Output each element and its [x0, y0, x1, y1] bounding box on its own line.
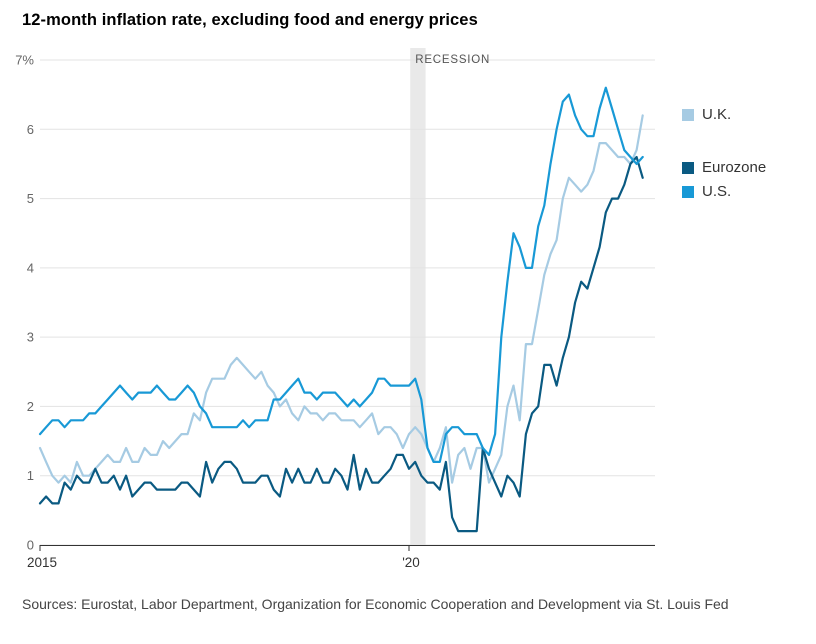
- uk-series-swatch: [682, 108, 694, 121]
- inflation-line-chart: 0 1 2 3 4 5 6 7% RECESSION 2015 '20: [15, 48, 655, 570]
- svg-text:'20: '20: [402, 555, 420, 570]
- svg-text:RECESSION: RECESSION: [415, 54, 490, 66]
- legend-item-us: U.S.: [682, 183, 731, 200]
- legend-item-uk: U.K.: [682, 106, 731, 123]
- eurozone-series-swatch: [682, 161, 694, 174]
- svg-text:3: 3: [27, 330, 34, 345]
- svg-text:4: 4: [27, 260, 34, 275]
- svg-text:7%: 7%: [15, 53, 34, 68]
- svg-text:0: 0: [27, 538, 34, 553]
- us-legend-label: U.S.: [702, 183, 732, 200]
- eurozone-legend-label: Eurozone: [702, 159, 767, 176]
- svg-text:2015: 2015: [27, 555, 57, 570]
- legend-item-eurozone: Eurozone: [682, 159, 766, 176]
- svg-text:2: 2: [27, 399, 34, 414]
- svg-text:1: 1: [27, 468, 34, 483]
- svg-text:5: 5: [27, 191, 34, 206]
- chart-title: 12-month inflation rate, excluding food …: [22, 11, 478, 29]
- svg-text:6: 6: [27, 122, 34, 137]
- uk-legend-label: U.K.: [702, 106, 732, 123]
- source-note: Sources: Eurostat, Labor Department, Org…: [22, 596, 729, 612]
- us-series-swatch: [682, 185, 694, 198]
